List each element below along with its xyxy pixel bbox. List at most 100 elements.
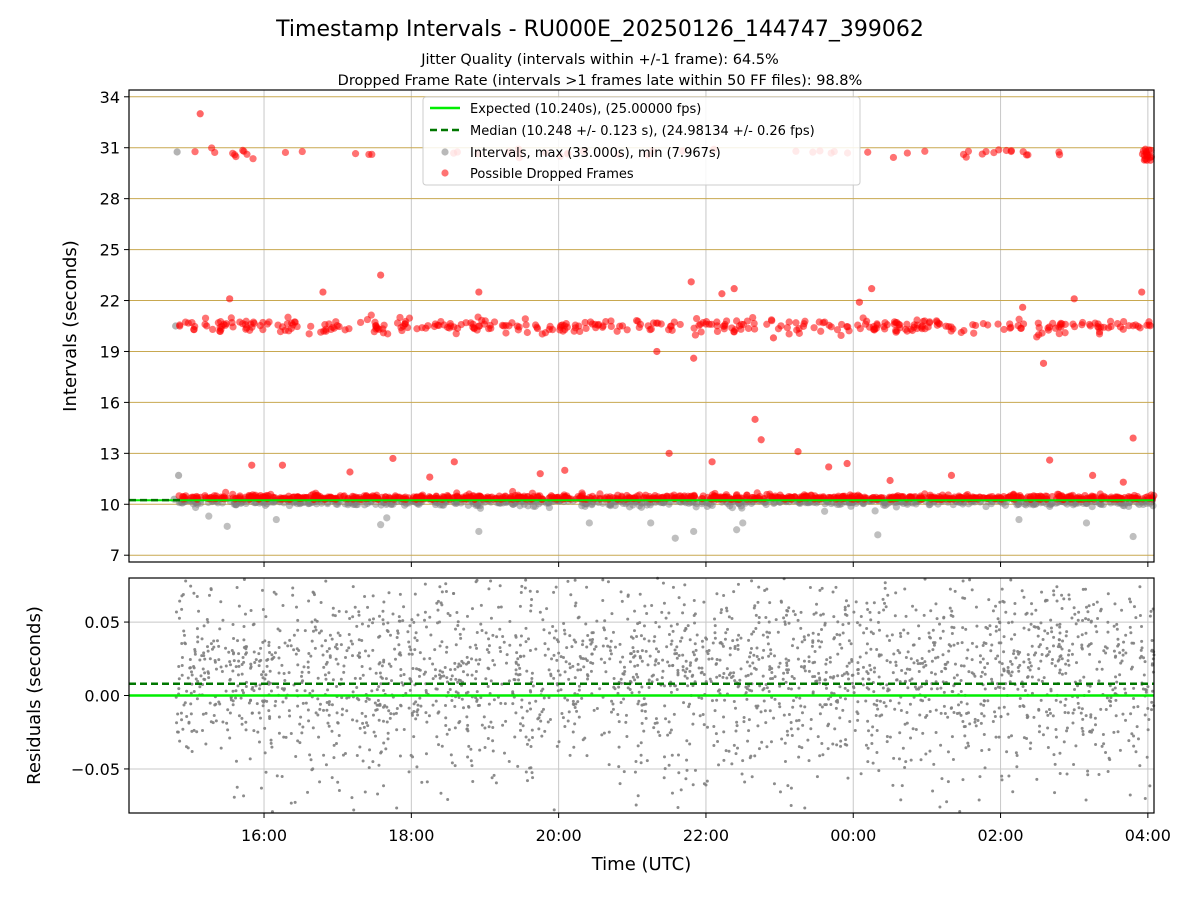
residual-point: [1058, 631, 1062, 635]
residual-point: [1065, 772, 1069, 776]
residual-point: [626, 686, 630, 690]
residual-point: [327, 647, 331, 651]
residual-point: [1039, 659, 1043, 663]
dropped-frame-point: [450, 323, 458, 331]
residual-point: [242, 578, 246, 582]
residual-point: [580, 696, 584, 700]
residual-point: [311, 726, 315, 730]
residual-point: [586, 677, 590, 681]
dropped-frame-point: [990, 149, 998, 157]
residual-point: [318, 707, 322, 711]
residual-point: [561, 656, 565, 660]
residual-point: [259, 658, 263, 662]
residual-point: [491, 725, 495, 729]
residual-point: [918, 713, 922, 717]
residual-point: [1013, 602, 1017, 606]
residual-point: [330, 637, 334, 641]
dropped-frame-point: [1107, 322, 1115, 331]
residual-point: [229, 663, 233, 667]
residual-point: [800, 640, 804, 644]
residual-point: [906, 631, 910, 635]
residual-point: [619, 677, 623, 681]
residual-point: [789, 687, 793, 691]
residual-point: [556, 669, 560, 673]
residual-point: [735, 724, 739, 728]
residuals-grid: [129, 578, 1154, 813]
residual-point: [444, 582, 448, 586]
residual-point: [1052, 589, 1056, 593]
dropped-frame-point: [319, 288, 327, 296]
residual-point: [1070, 652, 1074, 656]
dropped-frame-point: [462, 319, 470, 327]
residual-point: [639, 741, 643, 745]
residual-point: [644, 649, 648, 653]
residual-point: [1002, 686, 1006, 690]
residual-point: [624, 713, 628, 717]
residual-point: [711, 641, 715, 645]
residual-point: [669, 624, 673, 628]
residual-point: [571, 664, 575, 668]
residual-point: [177, 664, 181, 668]
residual-point: [768, 601, 772, 605]
residual-point: [928, 710, 932, 714]
residual-point: [196, 635, 200, 639]
dropped-frame-point: [263, 320, 271, 328]
residual-point: [367, 697, 371, 701]
residual-point: [653, 635, 657, 639]
residual-point: [402, 673, 406, 677]
residual-point: [395, 635, 399, 639]
dropped-frame-point: [179, 493, 187, 501]
dropped-frame-point: [880, 322, 888, 331]
residual-point: [178, 599, 182, 603]
residual-point: [414, 700, 418, 704]
dropped-frame-point: [618, 493, 626, 501]
residual-point: [355, 696, 359, 700]
residual-point: [692, 599, 696, 603]
residual-point: [236, 684, 240, 688]
residual-point: [803, 806, 807, 810]
residual-point: [1129, 631, 1133, 635]
dropped-frame-point: [783, 324, 791, 332]
residual-point: [648, 654, 652, 658]
residual-point: [867, 729, 871, 733]
residual-point: [1109, 704, 1113, 708]
residual-point: [753, 754, 757, 758]
residual-point: [276, 685, 280, 689]
residual-point: [1051, 714, 1055, 718]
residual-point: [922, 665, 926, 669]
dropped-frame-point: [607, 317, 615, 325]
residual-point: [415, 710, 419, 714]
residual-point: [599, 657, 603, 661]
residual-point: [422, 657, 426, 661]
residual-point: [811, 631, 815, 635]
residual-point: [772, 782, 776, 786]
dropped-frame-point: [191, 148, 199, 156]
residual-point: [868, 610, 872, 614]
residual-point: [611, 702, 615, 706]
residual-point: [625, 735, 629, 739]
residual-point: [693, 680, 697, 684]
residual-point: [1021, 684, 1025, 688]
residual-point: [961, 719, 965, 723]
residual-point: [1086, 618, 1090, 622]
residual-point: [541, 618, 545, 622]
dropped-frame-point: [778, 493, 786, 501]
dropped-frame-point: [1089, 471, 1097, 480]
interval-point: [821, 507, 829, 515]
residual-point: [600, 733, 604, 737]
residual-point: [865, 670, 869, 674]
residual-point: [1018, 704, 1022, 708]
residual-point: [747, 684, 751, 688]
residual-point: [348, 617, 352, 621]
residual-point: [844, 738, 848, 742]
residual-point: [1084, 798, 1088, 802]
residual-point: [1150, 639, 1154, 643]
residual-point: [328, 633, 332, 637]
residual-point: [1145, 755, 1149, 759]
residual-point: [786, 784, 790, 788]
residual-point: [504, 719, 508, 723]
residual-point: [647, 639, 651, 643]
residual-point: [1021, 704, 1025, 708]
residual-point: [324, 677, 328, 681]
dropped-frame-point: [623, 326, 631, 334]
